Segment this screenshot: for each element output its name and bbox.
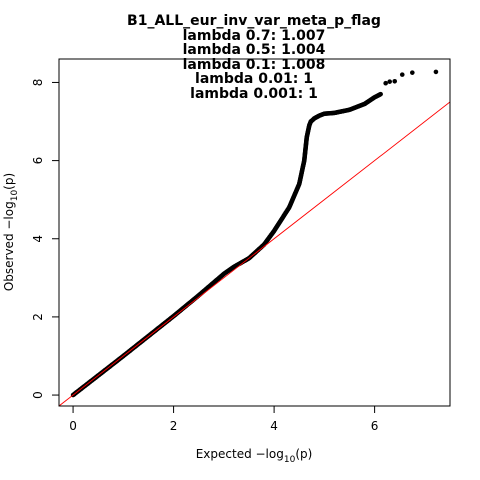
chart-subtitle-lambda-0-7: lambda 0.7: 1.007 (183, 28, 326, 44)
x-axis-label: Expected −log10(p) (196, 447, 313, 465)
y-axis: 0 2 4 6 8 (31, 79, 60, 399)
plot-content (59, 69, 450, 406)
reference-line (59, 101, 450, 406)
chart-title-block: B1_ALL_eur_inv_var_meta_p_flag lambda 0.… (127, 13, 381, 102)
x-tick-label: 2 (170, 419, 178, 433)
x-axis: 0 2 4 6 (69, 405, 379, 433)
chart-subtitle-lambda-0-01: lambda 0.01: 1 (195, 71, 313, 87)
x-tick-label: 6 (371, 419, 379, 433)
data-point (378, 91, 383, 97)
x-axis-label-subscript: 10 (284, 455, 296, 465)
y-tick-label: 6 (31, 157, 45, 165)
plot-frame (58, 58, 451, 407)
data-point-tail (392, 78, 398, 84)
chart-subtitle-lambda-0-5: lambda 0.5: 1.004 (183, 42, 326, 58)
data-point-tail (387, 79, 392, 84)
y-tick-label: 4 (31, 235, 45, 243)
x-axis-label-prefix: Expected −log (196, 447, 284, 461)
y-axis-label-suffix: (p) (2, 173, 16, 190)
data-point-tail (399, 72, 405, 77)
y-tick-label: 8 (31, 79, 45, 87)
y-tick-label: 0 (31, 391, 45, 399)
x-axis-label-suffix: (p) (295, 447, 312, 461)
y-axis-label: Observed −log10(p) (2, 173, 20, 291)
chart-title: B1_ALL_eur_inv_var_meta_p_flag (127, 13, 381, 29)
chart-subtitle-lambda-0-001: lambda 0.001: 1 (190, 86, 318, 102)
chart-subtitle-lambda-0-1: lambda 0.1: 1.008 (183, 57, 326, 73)
data-point-tail (383, 80, 388, 86)
x-tick-label: 4 (270, 419, 278, 433)
y-tick-label: 2 (31, 313, 45, 321)
y-axis-label-prefix: Observed −log (2, 201, 16, 291)
x-tick-label: 0 (69, 419, 77, 433)
data-point-tail (433, 69, 439, 75)
y-axis-label-subscript: 10 (10, 190, 20, 202)
data-point-tail (410, 70, 415, 75)
